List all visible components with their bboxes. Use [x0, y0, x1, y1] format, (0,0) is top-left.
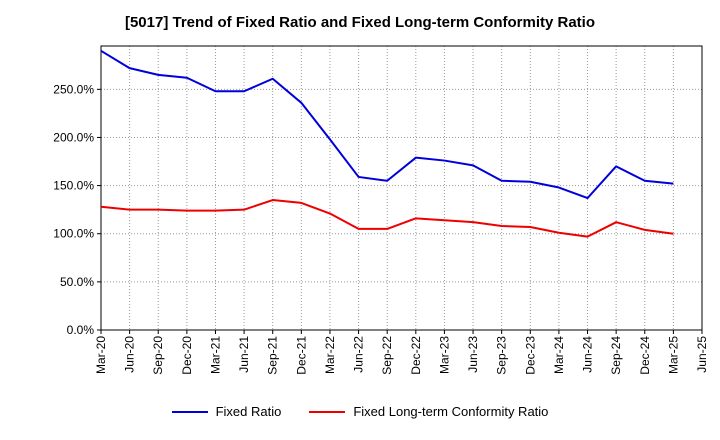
y-tick-label: 150.0%: [53, 179, 94, 193]
x-tick-label: Jun-24: [581, 336, 595, 373]
chart-title: [5017] Trend of Fixed Ratio and Fixed Lo…: [124, 14, 596, 31]
x-tick-label: Mar-22: [323, 336, 337, 374]
x-tick-label: Sep-22: [380, 336, 394, 375]
grid-lines: [101, 46, 703, 330]
legend-item: Fixed Ratio: [171, 404, 282, 419]
x-tick-label: Sep-21: [266, 336, 280, 375]
axes: [97, 45, 703, 334]
x-tick-label: Dec-22: [409, 336, 423, 375]
x-tick-label: Jun-21: [237, 336, 251, 373]
x-tick-label: Sep-23: [495, 336, 509, 375]
series-line: [100, 199, 674, 238]
x-tick-label: Jun-23: [466, 336, 480, 373]
y-tick-label: 100.0%: [53, 227, 94, 241]
legend: Fixed Ratio Fixed Long-term Conformity Ra…: [0, 404, 720, 419]
x-tick-label: Sep-24: [609, 336, 623, 375]
x-tick-label: Dec-20: [180, 336, 194, 375]
series-lines: [100, 49, 674, 238]
x-tick-label: Dec-24: [638, 336, 652, 375]
x-tick-label: Dec-23: [523, 336, 537, 375]
legend-item: Fixed Long-term Conformity Ratio: [309, 404, 548, 419]
y-tick-label: 0.0%: [67, 323, 95, 337]
x-tick-label: Mar-23: [437, 336, 451, 374]
x-tick-label: Jun-20: [123, 336, 137, 373]
x-tick-label: Sep-20: [151, 336, 165, 375]
tick-labels: 0.0% 50.0% 100.0% 150.0% 200.0% 250.0% Mar-20 J…: [53, 82, 709, 374]
y-tick-label: 200.0%: [53, 130, 94, 144]
x-tick-label: Mar-21: [208, 336, 222, 374]
y-tick-label: 50.0%: [60, 275, 94, 289]
legend-swatch: [171, 410, 208, 413]
legend-label: Fixed Ratio: [215, 404, 282, 419]
x-tick-label: Mar-24: [552, 336, 566, 374]
line-chart: 0.0% 50.0% 100.0% 150.0% 200.0% 250.0% Mar-20 J…: [53, 45, 709, 375]
plot-frame: [100, 45, 703, 331]
x-tick-label: Mar-20: [94, 336, 108, 374]
legend-swatch: [309, 410, 346, 413]
x-tick-label: Jun-25: [695, 336, 709, 373]
x-tick-label: Jun-22: [352, 336, 366, 373]
x-tick-label: Dec-21: [294, 336, 308, 375]
series-line: [100, 49, 674, 200]
x-tick-label: Mar-25: [666, 336, 680, 374]
legend-label: Fixed Long-term Conformity Ratio: [353, 404, 549, 419]
y-tick-label: 250.0%: [53, 82, 94, 96]
